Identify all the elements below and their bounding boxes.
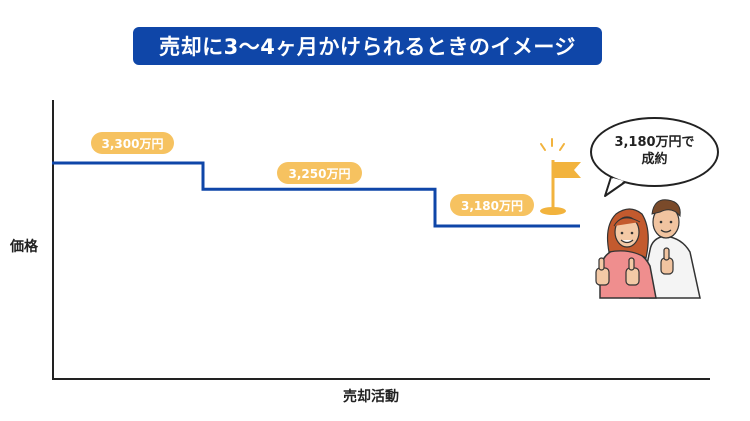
bubble-text-line2: 成約 [641, 152, 668, 167]
y-axis-label: 価格 [10, 239, 38, 255]
bubble-text-line1: 3,180万円で [614, 135, 695, 151]
price-label-2: 3,250万円 [277, 162, 362, 184]
x-axis-label: 売却活動 [343, 389, 399, 405]
page-title: 売却に3〜4ヶ月かけられるときのイメージ [159, 35, 576, 59]
title-banner: 売却に3〜4ヶ月かけられるときのイメージ [133, 27, 602, 65]
price-label-3: 3,180万円 [450, 194, 534, 216]
price-label-1: 3,300万円 [91, 132, 174, 154]
speech-bubble: 3,180万円で 成約 [590, 117, 719, 187]
y-axis [52, 100, 54, 380]
price-step-line [52, 161, 580, 228]
x-axis [52, 378, 710, 380]
